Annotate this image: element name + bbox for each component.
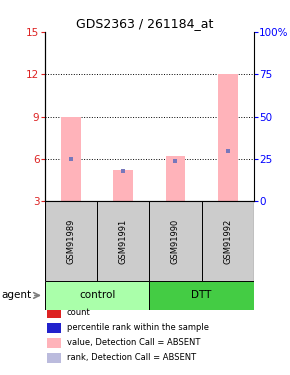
Text: agent: agent [2,290,32,300]
Text: DTT: DTT [191,290,212,300]
Text: count: count [67,308,90,317]
Bar [149,281,254,310]
Text: GSM91992: GSM91992 [223,219,232,264]
Bar [149,201,202,281]
Text: GSM91990: GSM91990 [171,219,180,264]
Text: percentile rank within the sample: percentile rank within the sample [67,323,209,332]
Text: value, Detection Call = ABSENT: value, Detection Call = ABSENT [67,338,200,347]
Bar [113,170,133,201]
Bar [47,353,61,363]
Text: GSM91989: GSM91989 [66,219,76,264]
Bar [218,74,238,201]
Bar [97,201,149,281]
Text: rank, Detection Call = ABSENT: rank, Detection Call = ABSENT [67,353,196,362]
Bar [47,308,61,318]
Bar [45,201,97,281]
Text: GSM91991: GSM91991 [119,219,128,264]
Bar [47,323,61,333]
Bar [61,117,81,201]
Bar [166,156,185,201]
Bar [47,338,61,348]
Text: GDS2363 / 261184_at: GDS2363 / 261184_at [76,17,214,30]
Bar [45,281,149,310]
Bar [202,201,254,281]
Text: control: control [79,290,115,300]
